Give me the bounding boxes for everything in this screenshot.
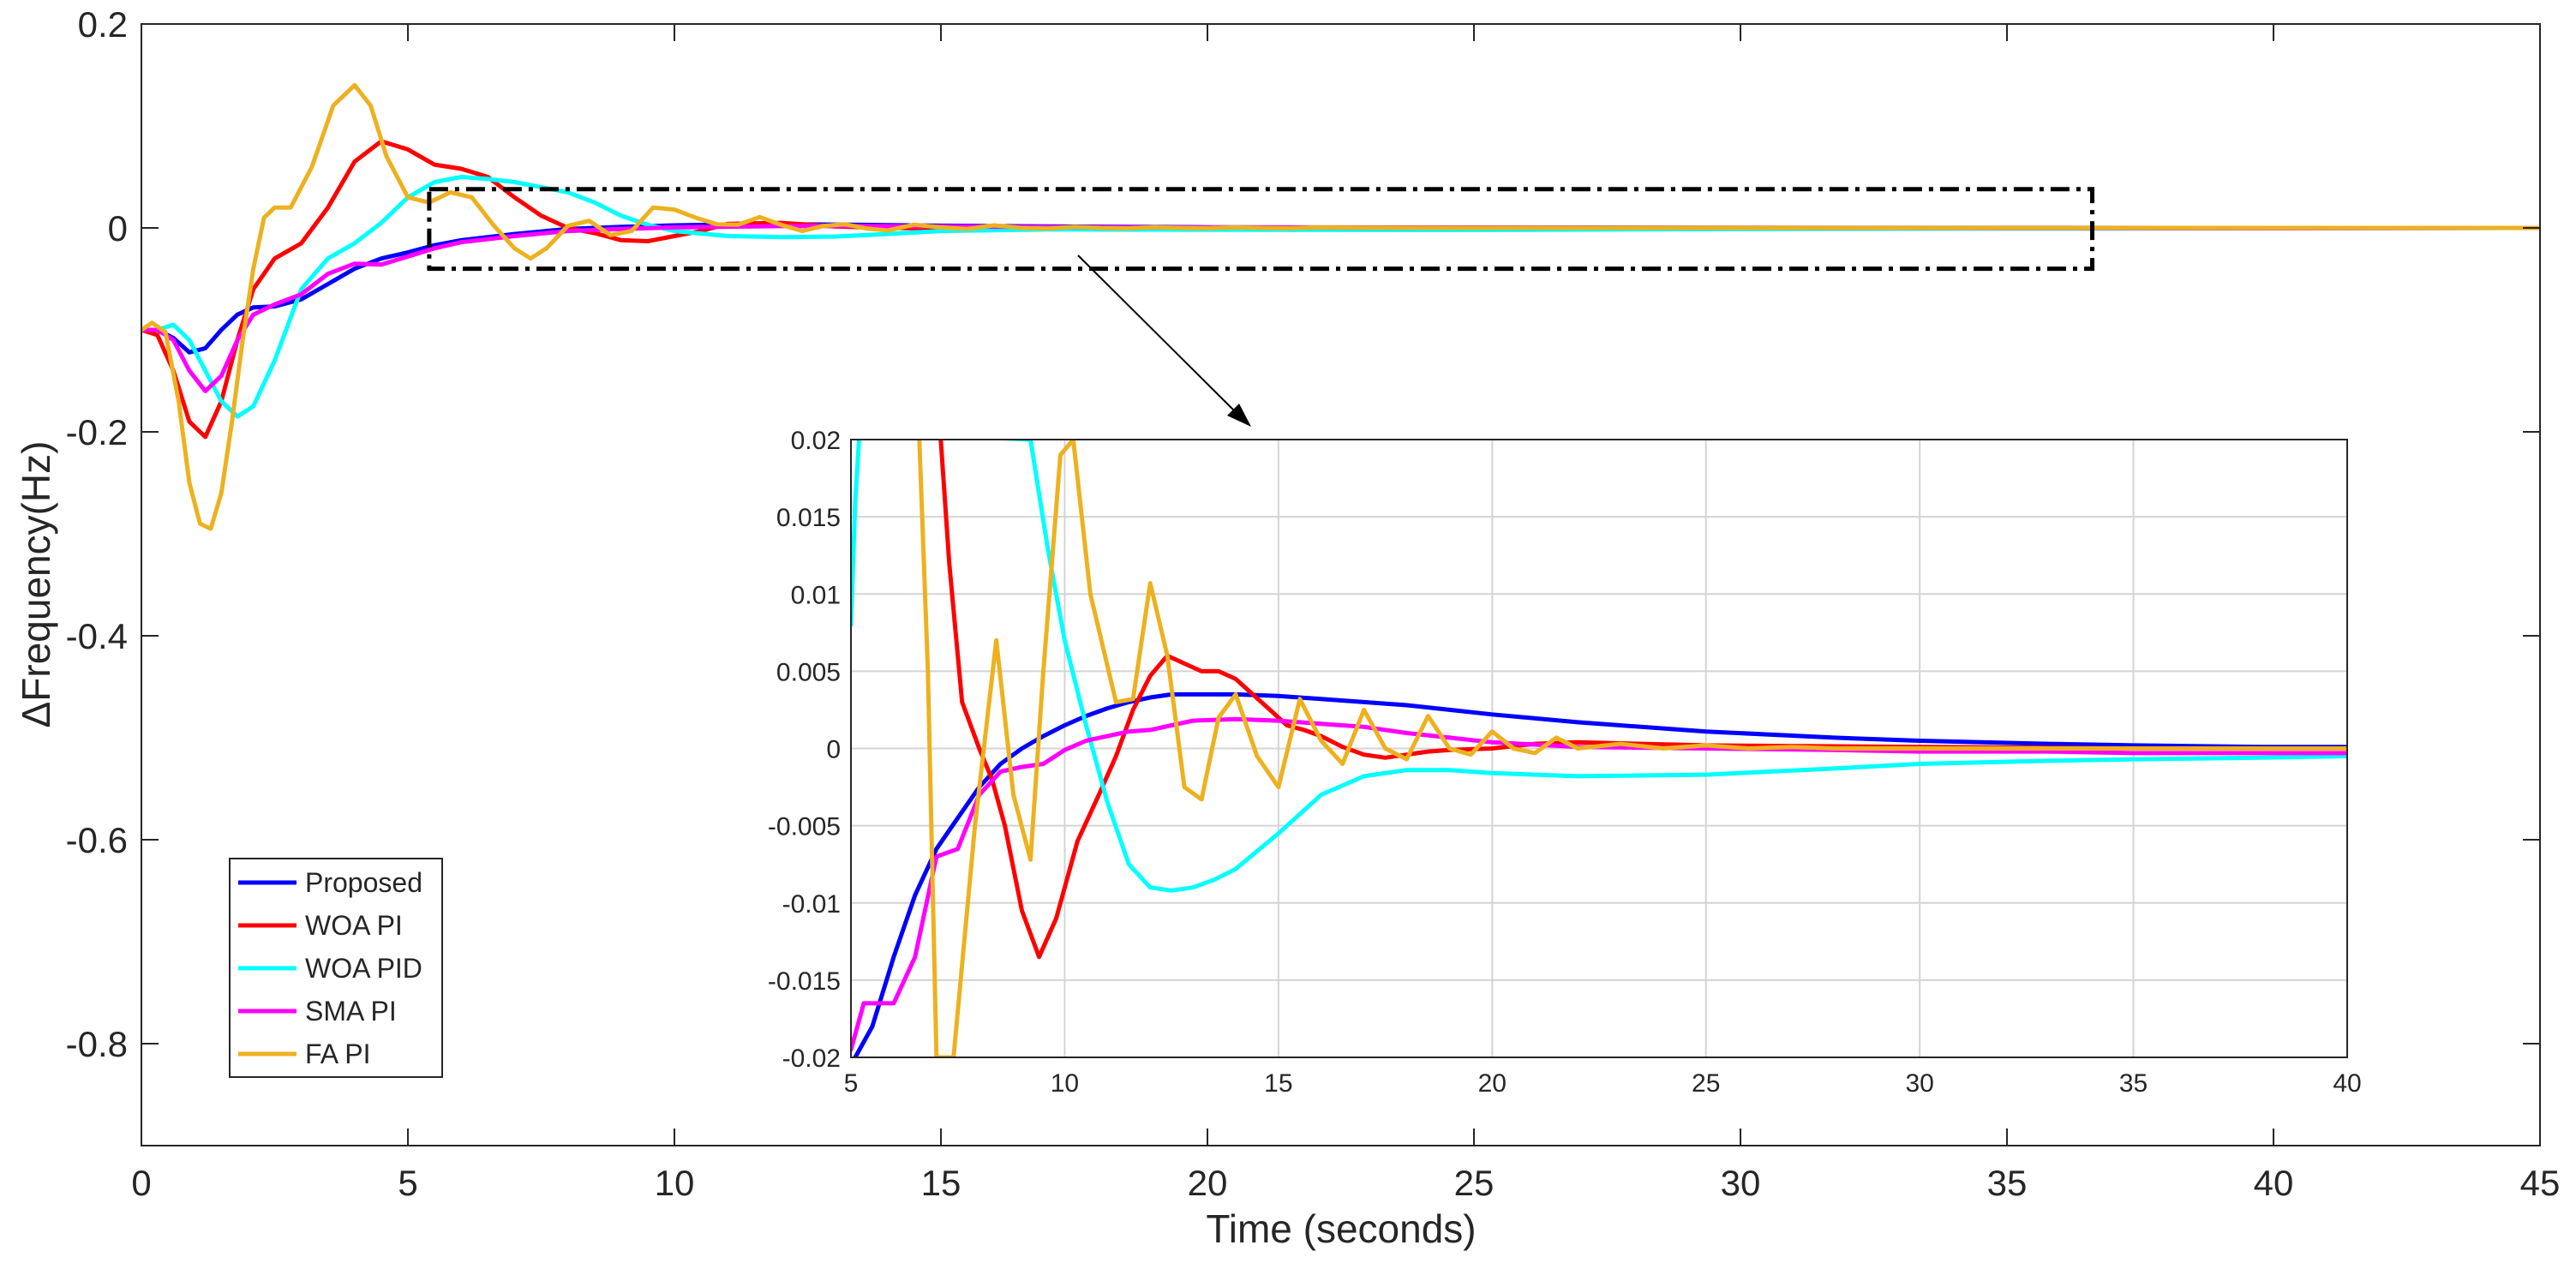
inset-x-tick-label: 25 xyxy=(1692,1069,1720,1098)
inset-y-tick-label: -0.02 xyxy=(782,1045,841,1073)
main-x-tick-label: 35 xyxy=(1987,1163,2028,1203)
legend-label: WOA PI xyxy=(305,910,403,941)
inset-x-tick-label: 15 xyxy=(1264,1069,1292,1098)
main-y-tick-label: -0.2 xyxy=(66,412,128,452)
zoom-box xyxy=(427,187,2095,272)
inset-y-tick-label: 0.015 xyxy=(776,504,841,532)
y-axis-label: ΔFrequency(Hz) xyxy=(14,441,58,728)
inset-y-tick-label: -0.01 xyxy=(782,890,841,919)
inset-series-woa-pid xyxy=(851,440,2347,893)
legend-label: SMA PI xyxy=(305,996,397,1027)
main-x-tick-label: 5 xyxy=(398,1163,417,1203)
main-x-tick-label: 15 xyxy=(921,1163,962,1203)
inset-x-tick-label: 5 xyxy=(844,1069,859,1098)
main-axes-box xyxy=(141,23,2541,1146)
inset-x-tick-label: 30 xyxy=(1905,1069,1933,1098)
inset-plot-area: 5 10 15 20 25 30 35 40 0.02 0.015 0.01 0.005 0 -0.005… xyxy=(768,427,2362,1098)
main-x-tick-label: 10 xyxy=(655,1163,695,1203)
inset-y-tick-label: -0.005 xyxy=(768,813,841,841)
legend-label: Proposed xyxy=(305,867,422,898)
inset-x-tick-label: 40 xyxy=(2333,1069,2361,1098)
main-x-tick-label: 45 xyxy=(2520,1163,2561,1203)
main-x-tick-label: 0 xyxy=(131,1163,151,1203)
inset-series-woa-pi xyxy=(938,440,2347,960)
inset-series-sma-pi xyxy=(851,716,2347,1052)
zoom-arrow-line xyxy=(1077,254,1242,418)
main-x-tick-label: 20 xyxy=(1188,1163,1228,1203)
inset-y-tick-label: 0.01 xyxy=(791,581,841,609)
inset-y-tick-label: -0.015 xyxy=(768,967,841,996)
main-x-tick-label: 30 xyxy=(1721,1163,1761,1203)
x-axis-label: Time (seconds) xyxy=(1206,1206,1476,1251)
inset-x-tick-label: 35 xyxy=(2119,1069,2148,1098)
inset-axes-box xyxy=(850,439,2348,1058)
legend-label: FA PI xyxy=(305,1039,370,1069)
inset-y-tick-label: 0.005 xyxy=(776,658,841,686)
inset-x-tick-label: 20 xyxy=(1478,1069,1507,1098)
zoom-arrow-head xyxy=(1227,404,1251,427)
main-plot-area: 0 5 10 15 20 25 30 35 40 45 0.2 0 -0.2 -0.4 -0.6 -0.8 xyxy=(66,4,2561,1203)
legend: Proposed WOA PI WOA PID SMA PI FA PI xyxy=(229,858,443,1078)
inset-y-tick-label: 0.02 xyxy=(791,427,841,455)
inset-series-proposed xyxy=(853,691,2347,1057)
inset-x-tick-label: 10 xyxy=(1051,1069,1079,1098)
main-y-tick-label: 0 xyxy=(108,208,128,248)
main-x-tick-label: 40 xyxy=(2254,1163,2294,1203)
main-y-tick-label: -0.4 xyxy=(66,616,128,656)
main-x-tick-label: 25 xyxy=(1454,1163,1495,1203)
inset-series-fa-pi xyxy=(917,440,2347,1057)
main-y-tick-label: -0.8 xyxy=(66,1024,128,1064)
inset-y-tick-label: 0 xyxy=(826,736,841,764)
main-y-tick-label: -0.6 xyxy=(66,820,128,860)
main-series-fa-pi xyxy=(141,82,2540,531)
legend-label: WOA PID xyxy=(305,953,422,984)
main-y-tick-label: 0.2 xyxy=(78,4,128,45)
zoom-indicator xyxy=(427,187,2095,427)
